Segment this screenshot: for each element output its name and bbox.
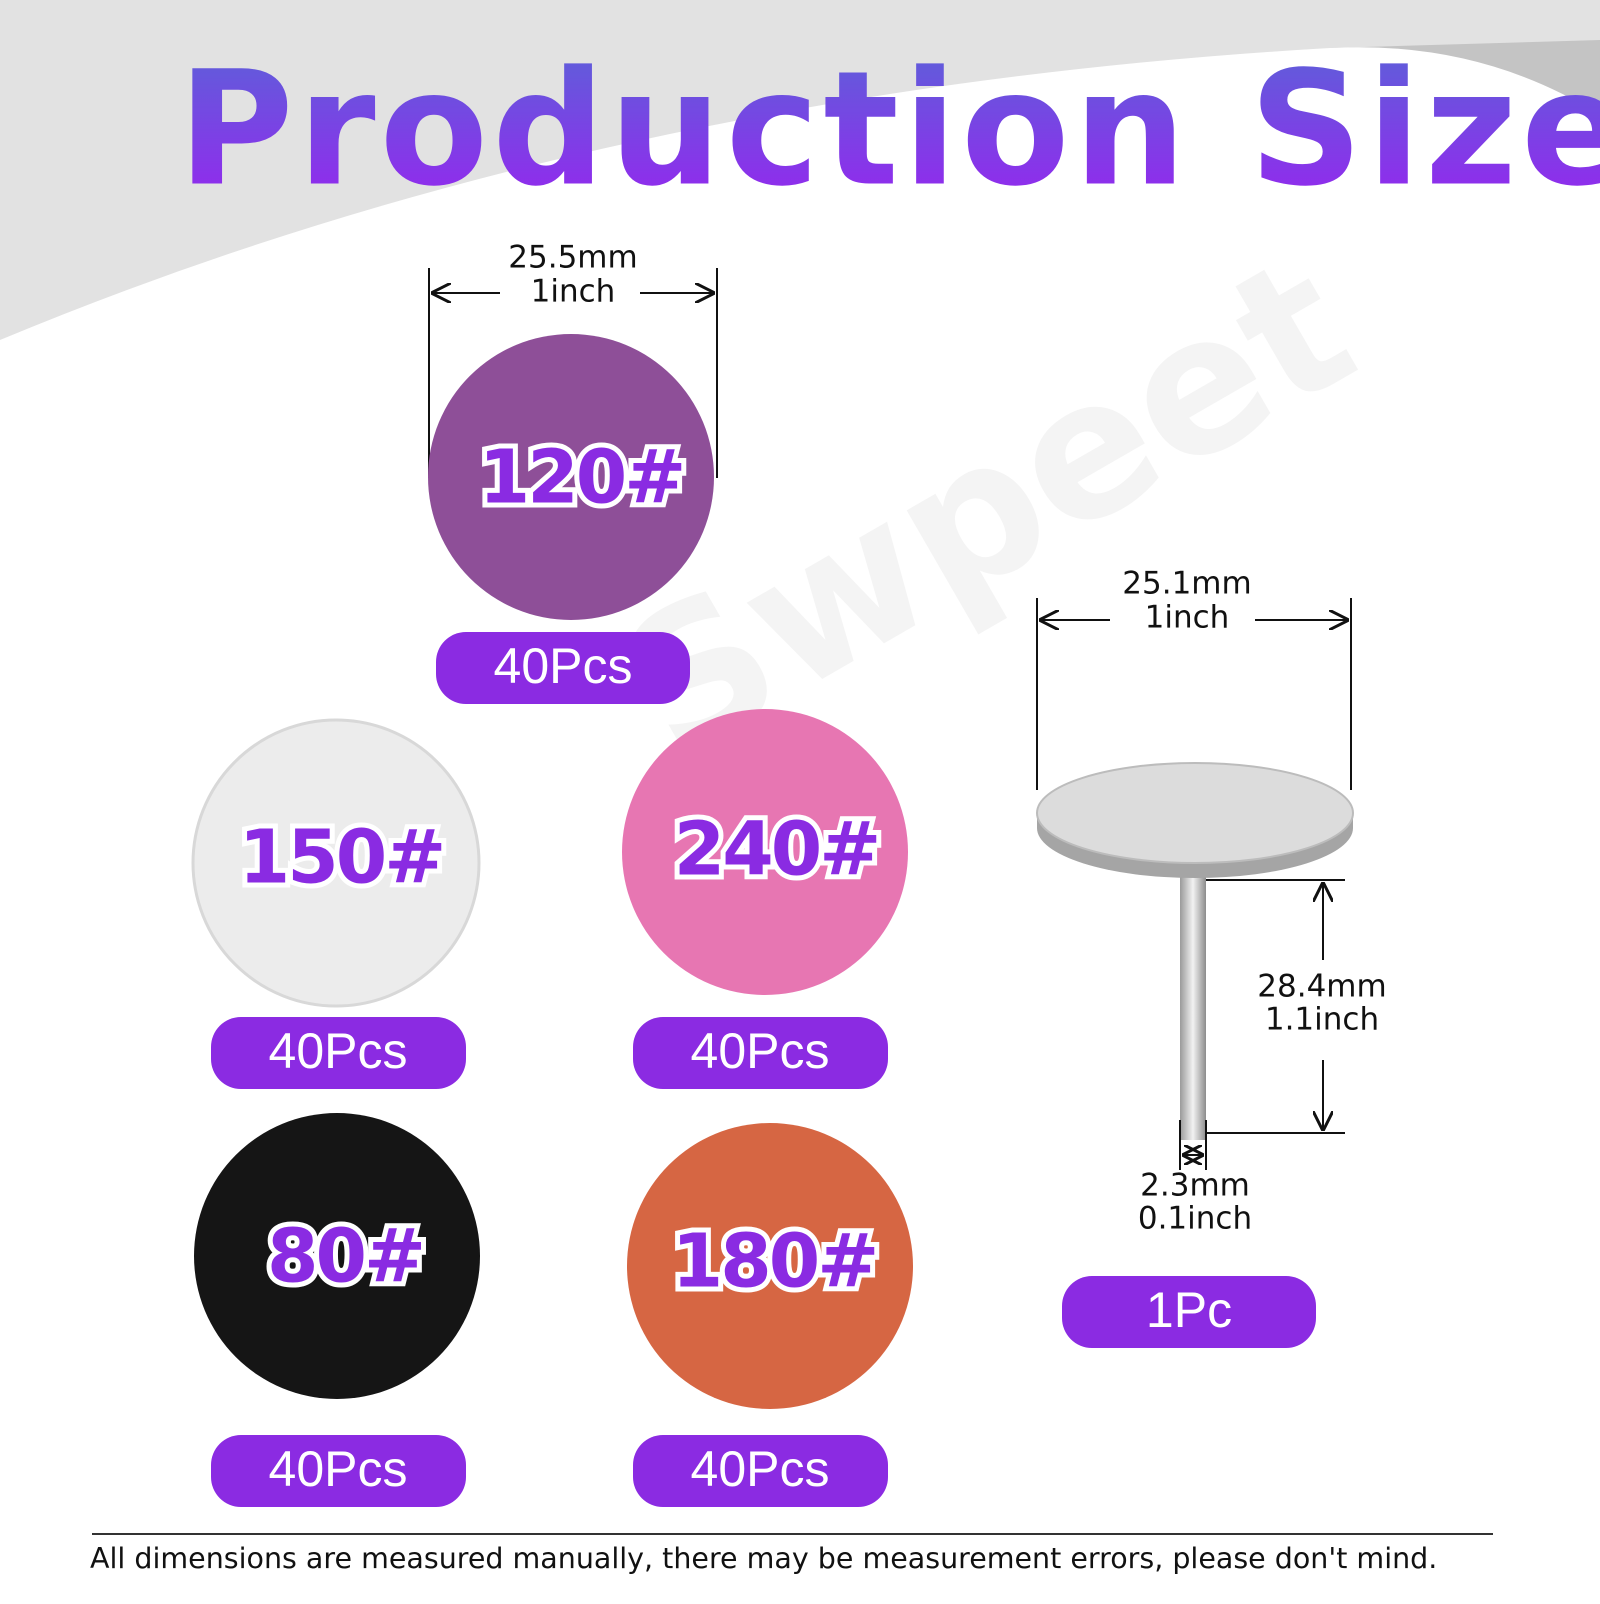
dimension-label: 28.4mm <box>1257 969 1386 1005</box>
sanding-pad <box>622 709 908 995</box>
quantity-label: 40Pcs <box>269 1441 408 1497</box>
quantity-label: 40Pcs <box>494 638 633 694</box>
sanding-pad <box>194 1113 480 1399</box>
quantity-badge <box>633 1435 888 1507</box>
sanding-pad <box>428 334 714 620</box>
mandrel-shaft <box>1180 855 1206 1140</box>
sanding-pad <box>191 718 481 1008</box>
quantity-badge <box>211 1435 466 1507</box>
dimension-label: 0.1inch <box>1138 1201 1252 1237</box>
quantity-label: 40Pcs <box>269 1023 408 1079</box>
quantity-badge <box>436 632 690 704</box>
dimension-label: 1inch <box>531 274 616 310</box>
quantity-label: 40Pcs <box>691 1023 830 1079</box>
quantity-badge <box>1062 1276 1316 1348</box>
grit-label: 120# <box>479 435 683 521</box>
dimension-label: 25.1mm <box>1122 566 1251 602</box>
grit-label: 80# <box>267 1214 423 1300</box>
mandrel-head <box>1036 762 1354 864</box>
title: Production Size <box>178 37 1600 221</box>
quantity-label: 1Pc <box>1146 1282 1232 1338</box>
quantity-badge <box>633 1017 888 1089</box>
sanding-pad <box>627 1123 913 1409</box>
footer-note: All dimensions are measured manually, th… <box>90 1542 1437 1575</box>
quantity-label: 40Pcs <box>691 1441 830 1497</box>
dimension-label: 2.3mm <box>1140 1168 1250 1204</box>
grit-label: 240# <box>674 807 878 893</box>
dimension-label: 25.5mm <box>508 240 637 276</box>
dimension-label: 1inch <box>1145 600 1230 636</box>
grit-label: 180# <box>672 1219 876 1305</box>
quantity-badge <box>211 1017 466 1089</box>
dimension-label: 1.1inch <box>1265 1002 1379 1038</box>
grit-label: 150# <box>239 815 443 901</box>
